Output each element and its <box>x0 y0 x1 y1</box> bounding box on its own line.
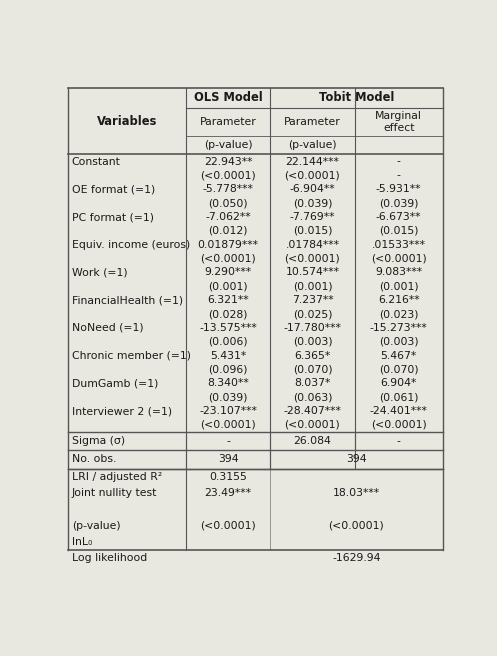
Text: .01533***: .01533*** <box>372 239 425 250</box>
Text: -6.673**: -6.673** <box>376 212 421 222</box>
Text: (<0.0001): (<0.0001) <box>329 521 384 531</box>
Text: (0.025): (0.025) <box>293 309 332 319</box>
Text: lnL₀: lnL₀ <box>72 537 92 547</box>
Text: -28.407***: -28.407*** <box>283 406 341 416</box>
Text: (0.015): (0.015) <box>379 226 418 236</box>
Text: -6.904**: -6.904** <box>290 184 335 194</box>
Text: 22.144***: 22.144*** <box>285 157 339 167</box>
Text: -7.062**: -7.062** <box>205 212 251 222</box>
Text: 6.365*: 6.365* <box>294 351 331 361</box>
Text: (0.070): (0.070) <box>293 365 332 375</box>
Text: 5.467*: 5.467* <box>381 351 417 361</box>
Text: Parameter: Parameter <box>284 117 341 127</box>
Text: (0.039): (0.039) <box>208 392 248 402</box>
Text: (0.039): (0.039) <box>379 198 418 208</box>
Text: (<0.0001): (<0.0001) <box>285 254 340 264</box>
Text: (0.096): (0.096) <box>208 365 248 375</box>
Text: -5.778***: -5.778*** <box>203 184 253 194</box>
Text: (0.003): (0.003) <box>293 337 332 347</box>
Text: DumGamb (=1): DumGamb (=1) <box>72 379 158 388</box>
Text: 7.237**: 7.237** <box>292 295 333 305</box>
Text: (<0.0001): (<0.0001) <box>200 521 256 531</box>
Text: (0.003): (0.003) <box>379 337 418 347</box>
Text: 23.49***: 23.49*** <box>205 488 251 498</box>
Text: Log likelihood: Log likelihood <box>72 554 147 564</box>
Text: 9.290***: 9.290*** <box>205 268 251 277</box>
Text: (<0.0001): (<0.0001) <box>285 420 340 430</box>
Text: 6.904*: 6.904* <box>381 379 417 388</box>
Text: Sigma (σ): Sigma (σ) <box>72 436 125 446</box>
Text: (0.039): (0.039) <box>293 198 332 208</box>
Text: -13.575***: -13.575*** <box>199 323 257 333</box>
Text: (<0.0001): (<0.0001) <box>200 420 256 430</box>
Text: -17.780***: -17.780*** <box>283 323 341 333</box>
Text: (0.001): (0.001) <box>208 281 248 291</box>
Text: (p-value): (p-value) <box>288 140 337 150</box>
Text: Interviewer 2 (=1): Interviewer 2 (=1) <box>72 406 172 416</box>
Text: -23.107***: -23.107*** <box>199 406 257 416</box>
Text: 8.340**: 8.340** <box>207 379 249 388</box>
Text: -5.931**: -5.931** <box>376 184 421 194</box>
Text: -: - <box>397 436 401 446</box>
Text: (p-value): (p-value) <box>204 140 252 150</box>
Text: 394: 394 <box>346 455 367 464</box>
Text: 22.943**: 22.943** <box>204 157 252 167</box>
Text: Work (=1): Work (=1) <box>72 268 127 277</box>
Text: (0.006): (0.006) <box>208 337 248 347</box>
Text: (<0.0001): (<0.0001) <box>200 171 256 180</box>
Text: 0.3155: 0.3155 <box>209 472 247 482</box>
Text: NoNeed (=1): NoNeed (=1) <box>72 323 143 333</box>
Text: LRI / adjusted R²: LRI / adjusted R² <box>72 472 162 482</box>
Text: 8.037*: 8.037* <box>294 379 331 388</box>
Text: (0.023): (0.023) <box>379 309 418 319</box>
Text: -24.401***: -24.401*** <box>370 406 427 416</box>
Text: (0.050): (0.050) <box>208 198 248 208</box>
Text: PC format (=1): PC format (=1) <box>72 212 154 222</box>
Text: (0.001): (0.001) <box>293 281 332 291</box>
Text: Parameter: Parameter <box>200 117 256 127</box>
Text: (0.012): (0.012) <box>208 226 248 236</box>
Text: (<0.0001): (<0.0001) <box>371 254 426 264</box>
Text: OE format (=1): OE format (=1) <box>72 184 155 194</box>
Text: 5.431*: 5.431* <box>210 351 246 361</box>
Text: 18.03***: 18.03*** <box>333 488 380 498</box>
Text: (0.063): (0.063) <box>293 392 332 402</box>
Text: (0.061): (0.061) <box>379 392 418 402</box>
Text: Equiv. income (euros): Equiv. income (euros) <box>72 239 190 250</box>
Text: 6.216**: 6.216** <box>378 295 419 305</box>
Text: (<0.0001): (<0.0001) <box>371 420 426 430</box>
Text: (0.001): (0.001) <box>379 281 418 291</box>
Text: .01784***: .01784*** <box>285 239 339 250</box>
Text: Variables: Variables <box>97 115 157 127</box>
Text: (p-value): (p-value) <box>72 521 120 531</box>
Text: Marginal
effect: Marginal effect <box>375 112 422 133</box>
Text: (0.028): (0.028) <box>208 309 248 319</box>
Text: 26.084: 26.084 <box>294 436 331 446</box>
Text: No. obs.: No. obs. <box>72 455 116 464</box>
Text: 9.083***: 9.083*** <box>375 268 422 277</box>
Text: 6.321**: 6.321** <box>207 295 249 305</box>
Text: 394: 394 <box>218 455 239 464</box>
Text: (<0.0001): (<0.0001) <box>285 171 340 180</box>
Text: 0.01879***: 0.01879*** <box>198 239 258 250</box>
Text: -: - <box>397 157 401 167</box>
Text: -: - <box>397 171 401 180</box>
Text: -15.273***: -15.273*** <box>370 323 427 333</box>
Text: Chronic member (=1): Chronic member (=1) <box>72 351 191 361</box>
Text: -: - <box>226 436 230 446</box>
Text: FinancialHealth (=1): FinancialHealth (=1) <box>72 295 183 305</box>
Text: Joint nullity test: Joint nullity test <box>72 488 157 498</box>
Text: (0.070): (0.070) <box>379 365 418 375</box>
Text: Constant: Constant <box>72 157 121 167</box>
Text: Tobit Model: Tobit Model <box>319 91 394 104</box>
Text: (<0.0001): (<0.0001) <box>200 254 256 264</box>
Text: OLS Model: OLS Model <box>194 91 262 104</box>
Text: -1629.94: -1629.94 <box>332 554 381 564</box>
Text: (0.015): (0.015) <box>293 226 332 236</box>
Text: 10.574***: 10.574*** <box>285 268 339 277</box>
Text: -7.769**: -7.769** <box>290 212 335 222</box>
